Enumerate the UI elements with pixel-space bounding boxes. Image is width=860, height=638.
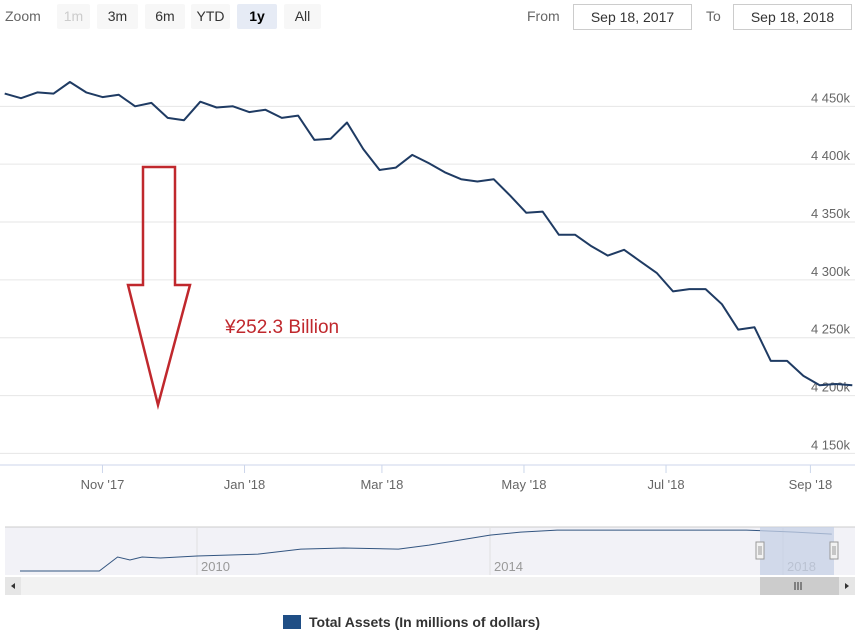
scroll-right-arrow-icon	[845, 583, 849, 589]
x-tick-label: Jul '18	[647, 477, 684, 492]
x-tick-label: Jan '18	[224, 477, 266, 492]
x-tick-label: Nov '17	[81, 477, 125, 492]
zoom-1y-button[interactable]: 1y	[237, 4, 277, 29]
navigator-tick-label: 2010	[201, 559, 230, 574]
zoom-1m-button[interactable]: 1m	[57, 4, 90, 29]
zoom-all-button[interactable]: All	[284, 4, 321, 29]
stock-chart: Nov '17 Jan '18 Mar '18 May '18 Jul '18 Sep '…	[0, 81, 855, 595]
legend-label: Total Assets (In millions of dollars)	[309, 614, 541, 630]
zoom-label: Zoom	[5, 8, 41, 24]
navigator-handle-right[interactable]	[829, 541, 839, 560]
y-tick-label: 4 300k	[811, 264, 851, 279]
scrollbar-track[interactable]	[5, 577, 855, 595]
scrollbar-thumb[interactable]	[760, 577, 839, 595]
y-tick-label: 4 350k	[811, 206, 851, 221]
x-tick-label: May '18	[501, 477, 546, 492]
scroll-left-arrow-icon	[11, 583, 15, 589]
from-date-input[interactable]: Sep 18, 2017	[573, 4, 692, 30]
x-tick-label: Mar '18	[360, 477, 403, 492]
legend-item[interactable]: Total Assets (In millions of dollars)	[283, 614, 540, 630]
annotation-text: ¥252.3 Billion	[224, 317, 339, 338]
navigator-selection-mask[interactable]	[760, 527, 834, 575]
navigator-background	[5, 527, 855, 575]
series-line	[4, 81, 853, 387]
to-label: To	[706, 8, 721, 24]
y-tick-label: 4 200k	[811, 380, 851, 395]
zoom-3m-button[interactable]: 3m	[97, 4, 138, 29]
x-tick-label: Sep '18	[789, 477, 833, 492]
zoom-ytd-button[interactable]: YTD	[191, 4, 230, 29]
y-tick-label: 4 250k	[811, 322, 851, 337]
navigator-handle-left[interactable]	[755, 541, 765, 560]
legend-swatch-icon	[283, 615, 301, 629]
navigator-line	[20, 529, 832, 572]
y-tick-label: 4 450k	[811, 90, 851, 105]
y-tick-label: 4 400k	[811, 148, 851, 163]
to-date-input[interactable]: Sep 18, 2018	[733, 4, 852, 30]
y-tick-label: 4 150k	[811, 437, 851, 452]
down-arrow-icon	[126, 165, 192, 410]
zoom-6m-button[interactable]: 6m	[145, 4, 185, 29]
from-label: From	[527, 8, 560, 24]
navigator-tick-label: 2014	[494, 559, 523, 574]
